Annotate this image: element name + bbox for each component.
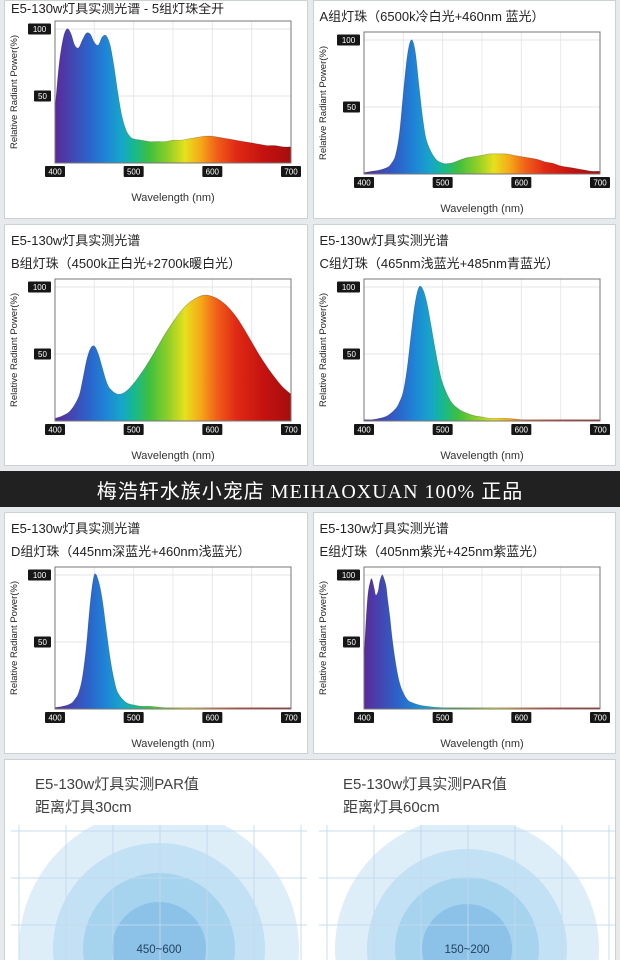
spectrum-card-group-b: E5-130w灯具实测光谱 B组灯珠（4500k正白光+2700k暖白光） 40… [4, 224, 308, 466]
chart-title-group-c-line2: C组灯珠（465nm浅蓝光+485nm青蓝光） [319, 256, 559, 271]
svg-text:700: 700 [593, 179, 607, 188]
svg-text:400: 400 [357, 426, 371, 435]
svg-text:150~200: 150~200 [444, 944, 489, 956]
svg-text:Relative Radiant Power(%): Relative Radiant Power(%) [9, 35, 20, 149]
par-subtitle-60cm: 距离灯具60cm [343, 798, 440, 816]
spectrum-card-all-groups: E5-130w灯具实测光谱 - 5组灯珠全开 400 500 600 700 100 50… [4, 0, 308, 219]
par-map-30cm: 450~600200~450 [11, 825, 307, 960]
svg-text:100: 100 [33, 283, 47, 292]
svg-text:50: 50 [38, 350, 47, 359]
svg-text:400: 400 [48, 426, 62, 435]
svg-text:Relative Radiant Power(%): Relative Radiant Power(%) [318, 293, 329, 407]
chart-title-group-a: A组灯珠（6500k冷白光+460nm 蓝光） [319, 9, 545, 24]
svg-text:50: 50 [38, 638, 47, 647]
svg-text:700: 700 [284, 714, 298, 723]
svg-text:600: 600 [514, 179, 528, 188]
svg-text:Relative Radiant Power(%): Relative Radiant Power(%) [318, 46, 329, 160]
svg-text:Wavelength (nm): Wavelength (nm) [440, 203, 523, 215]
store-banner-text: 梅浩轩水族小宠店 MEIHAOXUAN 100% 正品 [96, 480, 524, 503]
svg-text:700: 700 [593, 714, 607, 723]
svg-text:400: 400 [48, 714, 62, 723]
svg-text:Wavelength (nm): Wavelength (nm) [440, 738, 523, 750]
svg-text:50: 50 [347, 350, 356, 359]
spectra-row-3: E5-130w灯具实测光谱 D组灯珠（445nm深蓝光+460nm浅蓝光） 40… [0, 512, 620, 754]
chart-title-all-groups: E5-130w灯具实测光谱 - 5组灯珠全开 [11, 3, 225, 15]
svg-text:500: 500 [127, 168, 141, 177]
svg-text:Wavelength (nm): Wavelength (nm) [131, 738, 214, 750]
svg-text:600: 600 [206, 714, 220, 723]
svg-text:600: 600 [206, 426, 220, 435]
svg-text:Wavelength (nm): Wavelength (nm) [440, 450, 523, 462]
spectrum-card-group-e: E5-130w灯具实测光谱 E组灯珠（405nm紫光+425nm紫蓝光） 400… [312, 512, 616, 754]
chart-title-group-d-line2: D组灯珠（445nm深蓝光+460nm浅蓝光） [11, 544, 251, 559]
svg-text:500: 500 [127, 714, 141, 723]
svg-text:100: 100 [33, 25, 47, 34]
par-section: E5-130w灯具实测PAR值 距离灯具30cm 450~600200~450 … [4, 759, 616, 960]
chart-title-group-d-line1: E5-130w灯具实测光谱 [11, 521, 141, 536]
spectra-row-1: E5-130w灯具实测光谱 - 5组灯珠全开 400 500 600 700 100 50… [0, 0, 620, 219]
par-title-30cm: E5-130w灯具实测PAR值 [35, 776, 199, 793]
svg-text:50: 50 [347, 638, 356, 647]
svg-text:500: 500 [435, 179, 449, 188]
spectrum-chart-group-b: 400 500 600 700 100 50 Wavelength (nm) Relative… [9, 278, 301, 462]
svg-text:Relative Radiant Power(%): Relative Radiant Power(%) [9, 581, 20, 695]
par-card-30cm: E5-130w灯具实测PAR值 距离灯具30cm 450~600200~450 [11, 774, 307, 960]
svg-text:600: 600 [206, 168, 220, 177]
svg-text:700: 700 [284, 168, 298, 177]
svg-text:Relative Radiant Power(%): Relative Radiant Power(%) [9, 293, 20, 407]
svg-text:Wavelength (nm): Wavelength (nm) [131, 450, 214, 462]
svg-text:100: 100 [341, 283, 355, 292]
svg-text:500: 500 [435, 714, 449, 723]
svg-text:100: 100 [33, 571, 47, 580]
svg-text:Wavelength (nm): Wavelength (nm) [131, 192, 214, 204]
svg-text:500: 500 [435, 426, 449, 435]
svg-text:400: 400 [357, 714, 371, 723]
par-subtitle-30cm: 距离灯具30cm [35, 798, 132, 816]
svg-text:50: 50 [347, 103, 356, 112]
svg-text:Relative Radiant Power(%): Relative Radiant Power(%) [318, 581, 329, 695]
par-card-60cm: E5-130w灯具实测PAR值 距离灯具60cm 150~200 [319, 774, 615, 960]
svg-text:100: 100 [341, 36, 355, 45]
spectrum-card-group-a: A组灯珠（6500k冷白光+460nm 蓝光） 400 500 600 700 100 5… [312, 0, 616, 219]
chart-title-group-b-line1: E5-130w灯具实测光谱 [11, 233, 141, 248]
svg-text:500: 500 [127, 426, 141, 435]
svg-text:400: 400 [357, 179, 371, 188]
svg-text:700: 700 [284, 426, 298, 435]
chart-title-group-e-line1: E5-130w灯具实测光谱 [319, 521, 449, 536]
spectrum-chart-all-groups: 400 500 600 700 100 50 Wavelength (nm) Relative… [9, 20, 301, 204]
spectrum-chart-group-c: 400 500 600 700 100 50 Wavelength (nm) Relative… [318, 278, 610, 462]
spectrum-chart-group-a: 400 500 600 700 100 50 Wavelength (nm) Relative… [318, 31, 610, 215]
par-map-60cm: 150~200 [319, 825, 615, 960]
spectrum-card-group-d: E5-130w灯具实测光谱 D组灯珠（445nm深蓝光+460nm浅蓝光） 40… [4, 512, 308, 754]
svg-text:50: 50 [38, 92, 47, 101]
svg-text:450~600: 450~600 [136, 944, 181, 956]
par-title-60cm: E5-130w灯具实测PAR值 [343, 776, 507, 793]
svg-text:400: 400 [48, 168, 62, 177]
store-banner: 梅浩轩水族小宠店 MEIHAOXUAN 100% 正品 [0, 471, 620, 507]
chart-title-group-b-line2: B组灯珠（4500k正白光+2700k暖白光） [11, 256, 242, 271]
spectrum-card-group-c: E5-130w灯具实测光谱 C组灯珠（465nm浅蓝光+485nm青蓝光） 40… [312, 224, 616, 466]
spectrum-chart-group-e: 400 500 600 700 100 50 Wavelength (nm) Relative… [318, 566, 610, 750]
chart-title-group-c-line1: E5-130w灯具实测光谱 [319, 233, 449, 248]
svg-text:700: 700 [593, 426, 607, 435]
spectra-row-2: E5-130w灯具实测光谱 B组灯珠（4500k正白光+2700k暖白光） 40… [0, 224, 620, 466]
svg-text:100: 100 [341, 571, 355, 580]
spectrum-chart-group-d: 400 500 600 700 100 50 Wavelength (nm) Relative… [9, 566, 301, 750]
svg-text:600: 600 [514, 714, 528, 723]
chart-title-group-e-line2: E组灯珠（405nm紫光+425nm紫蓝光） [319, 544, 546, 559]
svg-text:600: 600 [514, 426, 528, 435]
